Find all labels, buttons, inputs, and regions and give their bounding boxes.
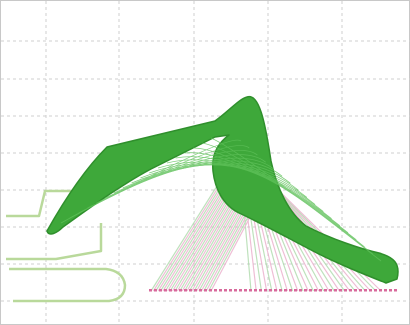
ground-mark: [364, 289, 367, 292]
ground-mark: [304, 289, 307, 292]
ground-mark: [289, 289, 292, 292]
ground-mark: [244, 289, 247, 292]
ground-mark: [354, 289, 357, 292]
ground-mark: [234, 289, 237, 292]
ground-mark: [394, 289, 397, 292]
boom-sweep-shape: [46, 95, 399, 284]
sweep-fan-line: [166, 159, 341, 227]
sweep-fan-line: [184, 152, 357, 241]
ground-mark: [264, 289, 267, 292]
ground-mark: [169, 289, 172, 292]
ground-mark: [164, 289, 167, 292]
ground-mark: [184, 289, 187, 292]
ground-mark: [204, 289, 207, 292]
ground-mark: [239, 289, 242, 292]
ground-mark: [279, 289, 282, 292]
ground-marks: [149, 289, 397, 292]
ground-mark: [249, 289, 252, 292]
ground-mark: [314, 289, 317, 292]
ground-mark: [189, 289, 192, 292]
ground-mark: [174, 289, 177, 292]
sweep-fan-lines: [60, 137, 382, 262]
ground-mark: [229, 289, 232, 292]
ground-mark: [324, 289, 327, 292]
ground-mark: [359, 289, 362, 292]
ground-mark: [224, 289, 227, 292]
ground-mark: [379, 289, 382, 292]
ground-mark: [254, 289, 257, 292]
track-outline: [9, 267, 127, 303]
ground-mark: [339, 289, 342, 292]
sweep-fan-line: [113, 162, 291, 194]
ground-mark: [199, 289, 202, 292]
ground-mark: [349, 289, 352, 292]
ground-mark: [219, 289, 222, 292]
sweep-fan-line: [175, 156, 349, 234]
ground-mark: [214, 289, 217, 292]
ground-mark: [274, 289, 277, 292]
ground-mark: [319, 289, 322, 292]
ground-mark: [259, 289, 262, 292]
ground-mark: [149, 289, 152, 292]
upper-body-outline: [6, 223, 103, 261]
ground-mark: [369, 289, 372, 292]
ground-mark: [334, 289, 337, 292]
machine-outline: [6, 189, 127, 303]
cab-outline: [6, 189, 79, 218]
sweep-fan-line: [104, 160, 283, 199]
ground-mark: [209, 289, 212, 292]
ground-mark: [284, 289, 287, 292]
ground-mark: [389, 289, 392, 292]
sweep-fan-line: [157, 161, 332, 219]
ground-mark: [384, 289, 387, 292]
ground-mark: [194, 289, 197, 292]
ground-mark: [374, 289, 377, 292]
ground-mark: [299, 289, 302, 292]
ground-mark: [159, 289, 162, 292]
boom-sweep: [46, 95, 399, 284]
ground-mark: [179, 289, 182, 292]
ground-mark: [154, 289, 157, 292]
ground-mark: [309, 289, 312, 292]
ground-mark: [329, 289, 332, 292]
ground-mark: [344, 289, 347, 292]
ground-mark: [294, 289, 297, 292]
ground-mark: [269, 289, 272, 292]
sweep-fan-line: [210, 137, 382, 262]
sweep-fan-line: [193, 147, 365, 248]
